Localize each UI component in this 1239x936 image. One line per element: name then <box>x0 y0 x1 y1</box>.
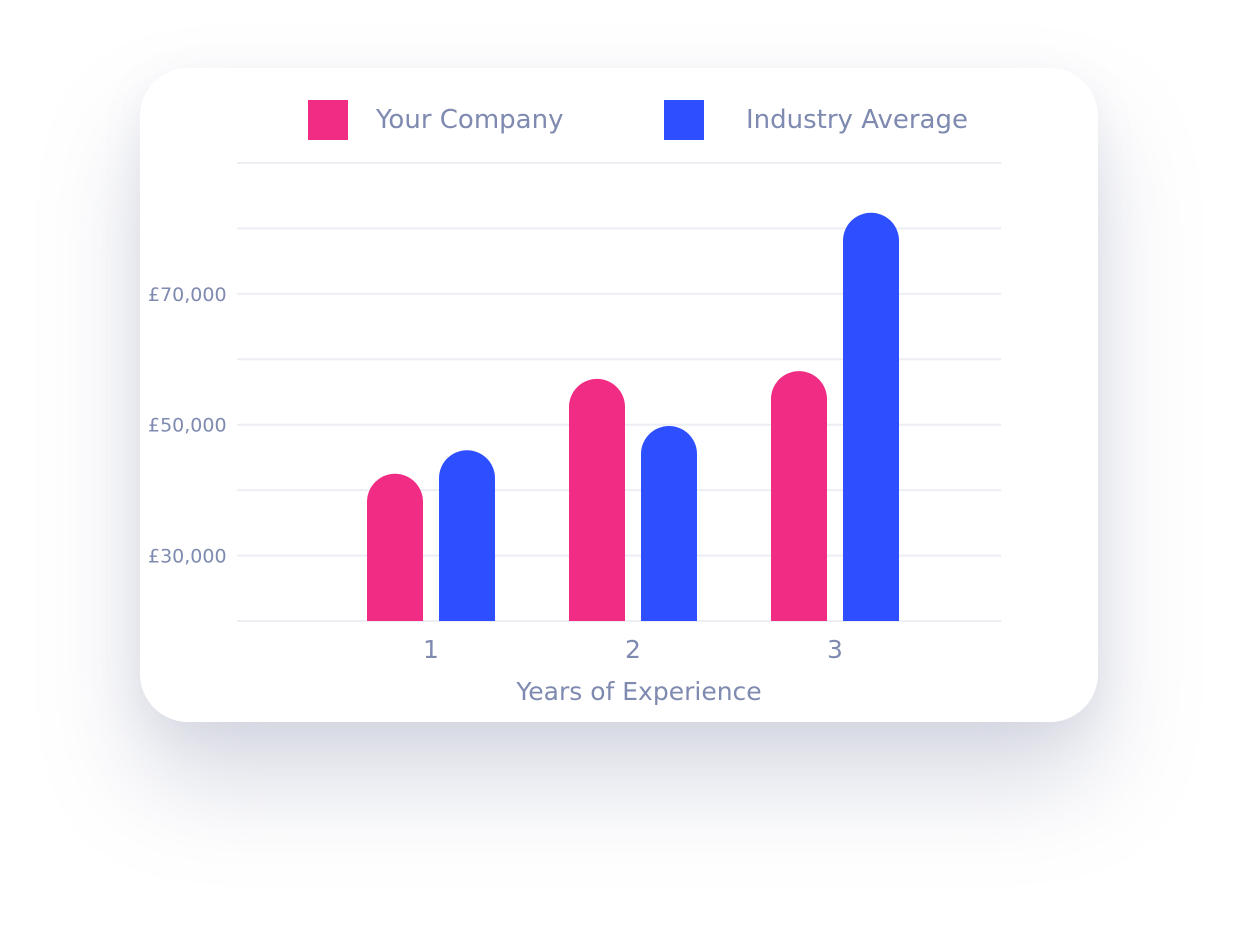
legend-swatch-industry-average <box>664 100 704 140</box>
legend-label-your-company: Your Company <box>376 105 564 135</box>
x-axis-title: Years of Experience <box>515 677 761 706</box>
x-tick-label: 3 <box>827 635 843 664</box>
legend-swatch-your-company <box>308 100 348 140</box>
bar-industry-average-3 <box>843 212 899 622</box>
y-tick-label: £30,000 <box>148 546 227 568</box>
x-tick-label: 2 <box>625 635 641 664</box>
x-tick-label: 1 <box>423 635 439 664</box>
bar-your-company-1 <box>367 473 423 621</box>
y-tick-label: £50,000 <box>148 415 227 437</box>
legend-label-industry-average: Industry Average <box>746 105 968 135</box>
y-axis-tick-labels: £30,000 £50,000 £70,000 <box>148 284 227 568</box>
bar-your-company-2 <box>569 378 625 621</box>
bar-your-company-3 <box>771 371 827 621</box>
bar-industry-average-1 <box>439 450 495 621</box>
y-tick-label: £70,000 <box>148 284 227 306</box>
chart-bars <box>367 212 899 622</box>
bar-industry-average-2 <box>641 426 697 621</box>
x-axis-tick-labels: 1 2 3 <box>423 635 843 664</box>
